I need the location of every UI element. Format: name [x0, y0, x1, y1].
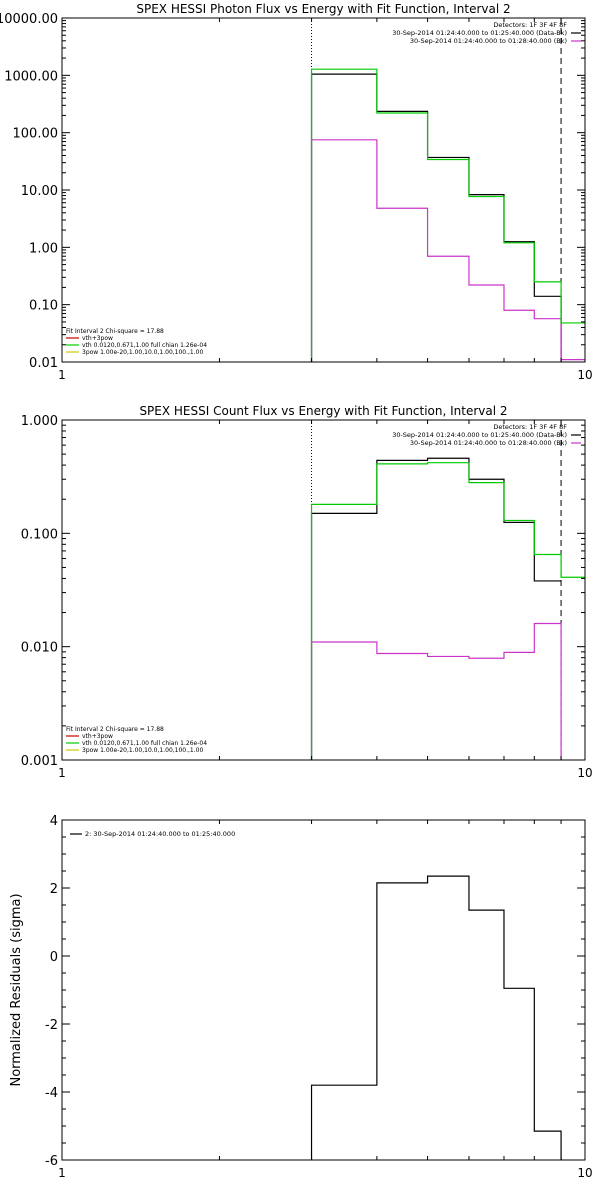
legend-entry: Fit Interval 2 Chi-square = 17.88 — [66, 328, 164, 335]
series-line-background — [310, 139, 585, 362]
legend-entry: Detectors: 1F 3F 4F 8F — [493, 21, 567, 29]
y-tick-label: 10000.00 — [0, 12, 58, 27]
axes-frame — [61, 819, 586, 1161]
axes-frame — [61, 419, 586, 761]
legend-entry: 30-Sep-2014 01:24:40.000 to 01:25:40.000… — [392, 29, 567, 37]
x-tick-label: 10 — [577, 766, 592, 780]
y-tick-label: 1000.00 — [4, 69, 58, 84]
y-tick-label: -4 — [45, 1086, 58, 1101]
legend-entry: vth 0.0120,0.671,1.00 full chian 1.26e-0… — [82, 342, 207, 349]
x-tick-label: 10 — [577, 368, 592, 382]
legend-top-left: 2: 30-Sep-2014 01:24:40.000 to 01:25:40.… — [70, 830, 235, 838]
series-line-fit_total — [310, 462, 585, 760]
legend-entry: Detectors: 1F 3F 4F 8F — [493, 423, 567, 431]
chart-panel-3: 1 10 -6 -4 -2 0 2 4 Normalized Residuals (sigma)… — [9, 814, 593, 1180]
y-tick-label: 0 — [50, 950, 58, 965]
y-axis-label: Normalized Residuals (sigma) — [9, 893, 24, 1086]
y-tick-label: 100.00 — [13, 127, 59, 142]
x-tick-label: 1 — [58, 1166, 66, 1180]
y-tick-label: 0.01 — [29, 356, 58, 371]
y-tick-label: 10.00 — [21, 184, 58, 199]
y-tick-label: -2 — [45, 1018, 58, 1033]
series-line-data — [310, 457, 562, 760]
series-group — [310, 457, 585, 760]
chart-panel-1: SPEX HESSI Photon Flux vs Energy with Fi… — [0, 2, 593, 382]
legend-entry: 30-Sep-2014 01:24:40.000 to 01:28:40.000… — [410, 439, 567, 447]
legend-entry: 30-Sep-2014 01:24:40.000 to 01:28:40.000… — [410, 37, 567, 45]
legend-entry: vth 0.0120,0.671,1.00 full chian 1.26e-0… — [82, 740, 207, 747]
y-tick-label: 0.001 — [21, 754, 58, 769]
x-tick-label: 10 — [577, 1166, 592, 1180]
y-tick-label: 1.000 — [21, 414, 58, 429]
legend-entry: Fit Interval 2 Chi-square = 17.88 — [66, 726, 164, 733]
series-line-fit_total — [310, 68, 585, 362]
x-tick-label: 1 — [58, 766, 66, 780]
chart-panel-2: SPEX HESSI Count Flux vs Energy with Fit… — [21, 404, 593, 780]
series-line-residuals — [310, 875, 562, 1160]
y-tick-label: 0.10 — [29, 299, 58, 314]
series-group — [310, 875, 562, 1160]
y-tick-label: 0.100 — [21, 527, 58, 542]
x-tick-label: 1 — [58, 368, 66, 382]
legend-entry: 30-Sep-2014 01:24:40.000 to 01:25:40.000… — [392, 431, 567, 439]
series-line-data — [310, 73, 562, 362]
legend-entry: vth+3pow — [82, 733, 113, 740]
legend-entry: 2: 30-Sep-2014 01:24:40.000 to 01:25:40.… — [85, 830, 235, 838]
y-tick-label: 1.00 — [29, 241, 58, 256]
legend-bottom-left: Fit Interval 2 Chi-square = 17.88vth+3po… — [66, 726, 207, 754]
legend-bottom-left: Fit Interval 2 Chi-square = 17.88vth+3po… — [66, 328, 207, 356]
chart-title: SPEX HESSI Photon Flux vs Energy with Fi… — [136, 2, 510, 16]
series-group — [310, 68, 585, 362]
legend-entry: 3pow 1.00e-20,1.00,10.0,1.00,100.,1.00 — [82, 349, 203, 356]
y-tick-label: 0.010 — [21, 641, 58, 656]
legend-entry: 3pow 1.00e-20,1.00,10.0,1.00,100.,1.00 — [82, 747, 203, 754]
legend-entry: vth+3pow — [82, 335, 113, 342]
y-tick-label: 2 — [50, 882, 58, 897]
chart-title: SPEX HESSI Count Flux vs Energy with Fit… — [139, 404, 507, 418]
series-line-background — [310, 622, 562, 760]
y-tick-label: -6 — [45, 1154, 58, 1169]
y-tick-label: 4 — [50, 814, 58, 829]
